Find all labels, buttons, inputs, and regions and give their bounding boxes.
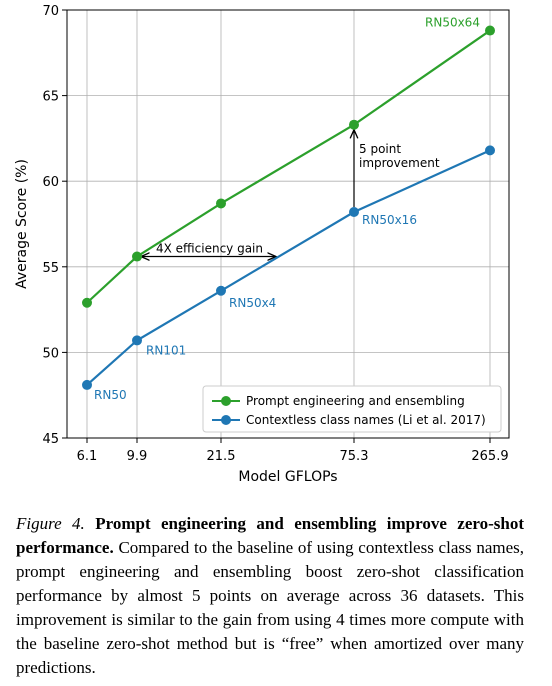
legend-entry-contextless: Contextless class names (Li et al. 2017) bbox=[246, 413, 486, 427]
x-tick-label-1: 9.9 bbox=[127, 449, 148, 464]
axis-ticks: 45 50 55 60 65 70 6.1 9.9 21.5 75.3 265.9 bbox=[42, 4, 508, 464]
figure-caption: Figure 4. Prompt engineering and ensembl… bbox=[16, 512, 524, 680]
data-point-s1-4 bbox=[485, 145, 495, 156]
x-tick-label-2: 21.5 bbox=[207, 449, 236, 464]
y-tick-label-55: 55 bbox=[42, 261, 59, 276]
data-point-s1-3 bbox=[349, 207, 359, 218]
legend: Prompt engineering and ensembling Contex… bbox=[202, 385, 502, 433]
y-tick-label-65: 65 bbox=[42, 90, 59, 105]
data-point-s1-2 bbox=[216, 285, 226, 296]
annotations bbox=[141, 130, 354, 257]
y-tick-label-50: 50 bbox=[42, 346, 59, 361]
data-point-s1-1 bbox=[132, 335, 142, 346]
annotation-texts: 4X efficiency gain 5 point improvement bbox=[156, 142, 440, 256]
data-point-s0-0 bbox=[82, 297, 92, 308]
annotation-improvement-line-2: improvement bbox=[359, 156, 440, 170]
caption-bold-title: Prompt engineering and ensembling improv… bbox=[16, 514, 525, 557]
y-tick-label-70: 70 bbox=[42, 4, 59, 19]
caption-body: Compared to the baseline of using contex… bbox=[16, 538, 524, 677]
point-label-s1-1: RN101 bbox=[146, 343, 186, 357]
point-label-s1-3: RN50x16 bbox=[362, 213, 417, 227]
grid bbox=[67, 9, 509, 439]
legend-entry-prompt: Prompt engineering and ensembling bbox=[246, 394, 465, 408]
data-point-s0-3 bbox=[349, 119, 359, 130]
series bbox=[82, 25, 495, 390]
figure-number: Figure 4. bbox=[16, 514, 85, 533]
legend-marker-prompt bbox=[221, 396, 231, 406]
legend-box bbox=[202, 385, 502, 433]
y-tick-label-45: 45 bbox=[42, 432, 59, 447]
annotation-efficiency-gain: 4X efficiency gain bbox=[156, 242, 263, 256]
data-point-s1-0 bbox=[82, 379, 92, 390]
annotation-improvement-line-1: 5 point bbox=[359, 142, 401, 156]
point-label-s0-4: RN50x64 bbox=[425, 16, 480, 30]
x-tick-label-4: 265.9 bbox=[471, 449, 508, 464]
data-point-s0-2 bbox=[216, 198, 226, 209]
point-labels: RN50x64 RN50 RN101 RN50x4 RN50x16 bbox=[94, 16, 480, 402]
point-label-s1-2: RN50x4 bbox=[229, 296, 276, 310]
data-point-s0-4 bbox=[485, 25, 495, 36]
x-tick-label-3: 75.3 bbox=[340, 449, 369, 464]
data-point-s0-1 bbox=[132, 251, 142, 262]
y-tick-label-60: 60 bbox=[42, 175, 59, 190]
point-label-s1-0: RN50 bbox=[94, 388, 127, 402]
plot-frame bbox=[66, 9, 510, 439]
x-tick-label-0: 6.1 bbox=[77, 449, 98, 464]
x-axis-label: Model GFLOPs bbox=[238, 469, 337, 485]
legend-marker-contextless bbox=[221, 415, 231, 425]
y-axis-label: Average Score (%) bbox=[14, 159, 30, 289]
